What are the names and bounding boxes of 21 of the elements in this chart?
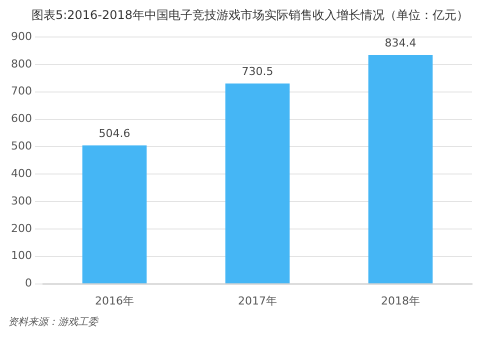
x-tick-label: 2018年	[381, 294, 420, 308]
x-tick-label: 2017年	[238, 294, 277, 308]
data-label: 504.6	[98, 126, 130, 140]
y-tick-label: 700	[10, 84, 32, 98]
bar	[82, 145, 147, 284]
data-label: 834.4	[384, 36, 416, 50]
y-tick-label: 500	[10, 140, 32, 153]
y-tick-label: 300	[10, 194, 32, 208]
y-tick-label: 900	[10, 30, 32, 43]
y-tick-label: 600	[10, 112, 32, 126]
bar	[368, 54, 433, 284]
y-tick-label: 200	[10, 222, 32, 235]
y-tick-label: 800	[10, 57, 32, 70]
chart-title: 图表5:2016-2018年中国电子竞技游戏市场实际销售收入增长情况（单位：亿元）	[30, 8, 470, 23]
text: 资料来源：游戏工委	[8, 316, 100, 329]
y-tick-label: 100	[10, 249, 32, 262]
x-tick-label: 2016年	[94, 294, 134, 308]
bar	[225, 83, 290, 284]
y-tick-label: 0	[24, 276, 32, 290]
y-tick-label: 400	[10, 166, 32, 180]
data-label: 730.5	[242, 64, 274, 78]
